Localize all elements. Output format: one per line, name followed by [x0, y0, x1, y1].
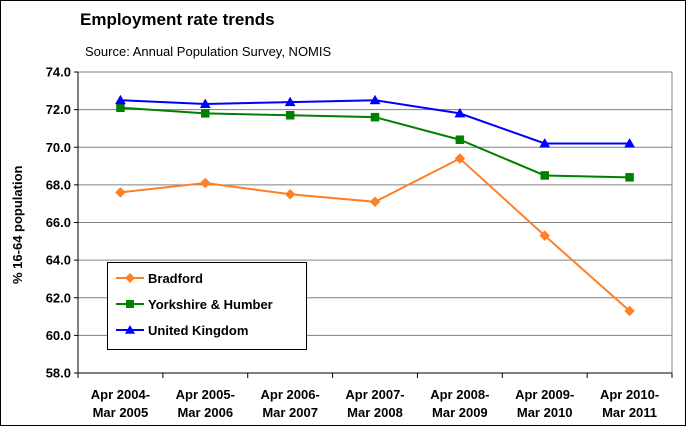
data-point — [370, 112, 380, 122]
legend-swatch — [116, 325, 144, 334]
legend-swatch — [116, 300, 144, 308]
x-tick-label: Apr 2005- Mar 2006 — [176, 387, 235, 420]
x-tick-label: Apr 2006- Mar 2007 — [261, 387, 320, 420]
data-point — [116, 103, 125, 112]
data-point — [624, 305, 635, 317]
x-tick-label-line: Mar 2006 — [177, 405, 233, 420]
y-tick-label: 72.0 — [46, 102, 71, 117]
legend-item: United Kingdom — [116, 321, 248, 339]
chart-title: Employment rate trends — [80, 10, 275, 29]
data-point — [284, 96, 296, 107]
data-point — [625, 173, 634, 182]
y-tick-label: 58.0 — [46, 366, 71, 381]
x-tick-label: Apr 2008- Mar 2009 — [430, 387, 489, 420]
legend-label: Yorkshire & Humber — [148, 296, 273, 312]
data-point — [115, 187, 126, 198]
x-tick-label-line: Apr 2006- — [261, 387, 320, 402]
data-point — [369, 94, 381, 105]
x-tick-label-line: Apr 2005- — [176, 387, 235, 402]
data-point — [539, 137, 551, 148]
x-tick-label-line: Apr 2009- — [515, 387, 574, 402]
data-point — [285, 111, 295, 120]
data-point — [201, 109, 210, 118]
y-tick-label: 66.0 — [46, 215, 71, 230]
data-point — [199, 177, 211, 189]
x-tick-label-line: Apr 2004- — [91, 387, 150, 402]
y-tick-label: 60.0 — [46, 328, 71, 343]
legend-marker — [125, 325, 135, 334]
x-tick-label-line: Apr 2008- — [430, 387, 489, 402]
y-tick-label: 70.0 — [46, 140, 71, 155]
data-point — [454, 153, 466, 164]
x-tick-label-line: Mar 2009 — [432, 405, 488, 420]
y-tick-label: 74.0 — [46, 65, 71, 80]
data-point — [539, 230, 551, 242]
data-point — [199, 98, 211, 108]
data-point — [284, 188, 296, 200]
y-tick-label: 68.0 — [46, 177, 71, 192]
legend-item: Bradford — [116, 269, 203, 287]
x-tick-label-line: Apr 2007- — [345, 387, 404, 402]
legend-marker — [125, 273, 135, 283]
x-tick-label-line: Mar 2008 — [347, 405, 403, 420]
data-point — [624, 137, 636, 148]
data-point — [540, 171, 549, 180]
legend-marker — [126, 300, 134, 308]
x-tick-label-line: Mar 2005 — [93, 405, 149, 420]
x-tick-label-line: Apr 2010- — [600, 387, 659, 402]
y-tick-label: 64.0 — [46, 253, 71, 268]
x-tick-label-line: Mar 2010 — [517, 405, 573, 420]
x-tick-label: Apr 2009- Mar 2010 — [515, 387, 574, 420]
x-tick-label-line: Mar 2011 — [602, 405, 657, 420]
legend-label: Bradford — [148, 270, 203, 286]
x-tick-label: Apr 2007- Mar 2008 — [345, 387, 404, 420]
x-tick-label: Apr 2004- Mar 2005 — [91, 387, 150, 420]
data-point — [455, 135, 465, 144]
legend-swatch — [116, 273, 144, 283]
data-point — [454, 107, 466, 118]
legend-label: United Kingdom — [148, 322, 249, 338]
data-point — [114, 94, 126, 105]
legend: Bradford Yorkshire & Humber United Kingdom — [107, 262, 307, 350]
x-tick-label: Apr 2010- Mar 2011 — [600, 387, 659, 420]
legend-item: Yorkshire & Humber — [116, 295, 273, 313]
data-point — [369, 196, 381, 208]
chart-subtitle: Source: Annual Population Survey, NOMIS — [85, 44, 332, 59]
x-tick-label-line: Mar 2007 — [262, 405, 318, 420]
y-tick-label: 62.0 — [46, 290, 71, 305]
